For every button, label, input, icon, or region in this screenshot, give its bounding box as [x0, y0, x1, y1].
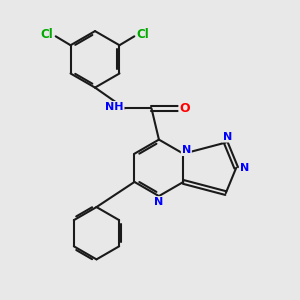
Text: N: N	[240, 163, 249, 173]
Text: Cl: Cl	[137, 28, 150, 41]
Text: N: N	[154, 197, 164, 207]
Text: N: N	[182, 145, 191, 155]
Text: N: N	[223, 132, 232, 142]
Text: NH: NH	[105, 102, 124, 112]
Text: Cl: Cl	[40, 28, 53, 41]
Text: O: O	[179, 102, 190, 115]
